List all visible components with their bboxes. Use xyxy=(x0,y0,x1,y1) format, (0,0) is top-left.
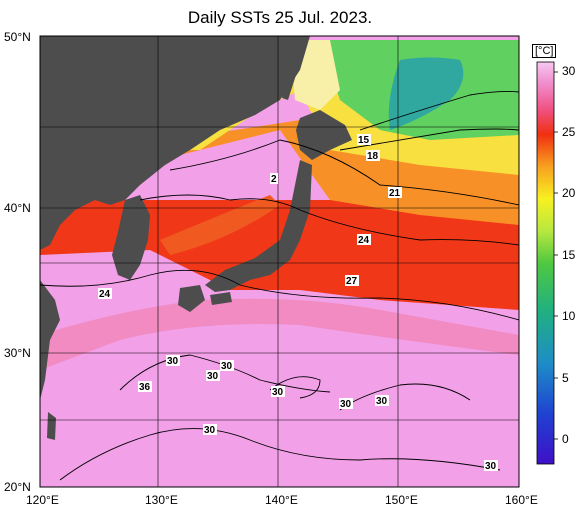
japan-sea-red xyxy=(160,195,280,255)
contour-label: 21 xyxy=(389,188,401,199)
contour-label: 30 xyxy=(485,461,497,472)
contour-label: 30 xyxy=(221,361,233,372)
mainland-land xyxy=(40,36,310,250)
colorbar-tick-label: 30 xyxy=(562,64,576,78)
kyushu-land xyxy=(178,285,205,312)
lon-label: 150°E xyxy=(385,493,418,507)
lat-label: 20°N xyxy=(4,480,31,494)
shikoku-land xyxy=(210,292,232,305)
colorbar-ticks xyxy=(554,71,558,440)
colorbar-tick-label: 0 xyxy=(562,432,569,446)
contour-label-group: 15 18 21 24 27 24 2 30 30 30 30 36 30 30… xyxy=(98,134,498,472)
contour-label: 24 xyxy=(99,289,111,300)
lat-label: 50°N xyxy=(4,30,31,44)
lat-label: 30°N xyxy=(4,346,31,360)
lon-label: 120°E xyxy=(26,493,59,507)
lon-label: 140°E xyxy=(265,493,298,507)
map-frame xyxy=(39,35,520,488)
contour-label: 30 xyxy=(167,356,179,367)
lon-label: 160°E xyxy=(505,493,538,507)
lon-label: 130°E xyxy=(145,493,178,507)
teal-region xyxy=(388,57,464,130)
colorbar-tick-label: 20 xyxy=(562,186,576,200)
contour-label: 30 xyxy=(207,371,219,382)
sst-field xyxy=(40,36,519,487)
colorbar-tick-label: 25 xyxy=(562,125,576,139)
pink-transition xyxy=(40,298,519,370)
colorbar xyxy=(536,61,555,465)
korea-land xyxy=(112,195,150,280)
contour-label: 27 xyxy=(346,276,358,287)
contour-label: 36 xyxy=(139,382,151,393)
contour-label: 30 xyxy=(376,396,388,407)
contour-lines xyxy=(40,90,519,481)
contour-label: 30 xyxy=(204,425,216,436)
contour-label: 30 xyxy=(272,387,284,398)
graticule xyxy=(40,36,519,487)
sakhalin-land xyxy=(282,40,300,100)
hokkaido-land xyxy=(296,110,352,160)
contour-label: 15 xyxy=(358,135,370,146)
contour-label: 18 xyxy=(367,151,379,162)
china-coast-land xyxy=(40,280,60,400)
lat-label: 40°N xyxy=(4,201,31,215)
taiwan-land xyxy=(47,412,56,440)
colorbar-tick-label: 5 xyxy=(562,371,569,385)
contour-label: 24 xyxy=(358,235,370,246)
contour-label: 2 xyxy=(271,174,277,185)
colorbar-tick-label: 10 xyxy=(562,309,576,323)
map-title: Daily SSTs 25 Jul. 2023. xyxy=(187,8,373,27)
honshu-land xyxy=(205,160,312,292)
colorbar-tick-label: 15 xyxy=(562,248,576,262)
colorbar-unit: [°C] xyxy=(532,44,557,58)
contour-label: 30 xyxy=(340,399,352,410)
